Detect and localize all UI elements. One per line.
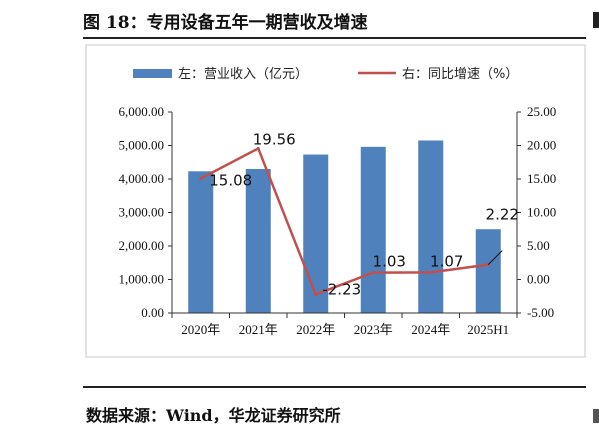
line-point-2 (314, 292, 318, 296)
x-tick-label-0: 2020年 (181, 322, 220, 337)
data-label-4: 1.07 (430, 252, 463, 270)
bar-series (188, 140, 501, 313)
edge-fragment-bottom (593, 409, 599, 423)
legend: 左：营业收入（亿元） 右：同比增速（%） (133, 67, 518, 82)
right-tick-label-5: 20.00 (527, 138, 556, 153)
data-label-2: -2.23 (322, 280, 361, 298)
bar-2 (303, 154, 329, 313)
line-point-0 (199, 176, 203, 180)
data-label-leader-5 (487, 250, 503, 265)
data-label-1: 19.56 (253, 130, 296, 148)
bar-4 (418, 140, 444, 313)
top-rule (83, 37, 586, 39)
left-tick-label-5: 5,000.00 (119, 138, 165, 153)
bar-3 (360, 146, 386, 313)
x-tick-label-2: 2022年 (296, 322, 335, 337)
growth-line (200, 147, 489, 296)
left-tick-label-0: 0.00 (141, 305, 164, 320)
axes: 0.00 1,000.00 2,000.00 3,000.00 4,000.00 5,00… (119, 104, 557, 337)
data-label-3: 1.03 (373, 253, 406, 271)
legend-label-bar: 左：营业收入（亿元） (178, 67, 308, 82)
edge-fragment (593, 12, 599, 28)
line-series (199, 146, 490, 296)
bar-0 (188, 171, 214, 313)
x-tick-label-4: 2024年 (411, 322, 450, 337)
left-tick-label-3: 3,000.00 (119, 205, 165, 220)
data-labels: 15.08 19.56 -2.23 1.03 1.07 2.22 (209, 130, 519, 298)
right-tick-label-2: 5.00 (527, 238, 550, 253)
bar-5 (475, 229, 501, 313)
x-tick-label-3: 2023年 (354, 322, 393, 337)
legend-label-line: 右：同比增速（%） (402, 67, 518, 82)
figure-title: 图 18：专用设备五年一期营收及增速 (83, 13, 368, 33)
legend-swatch-bar (133, 69, 172, 78)
right-tick-label-1: 0.00 (527, 272, 550, 287)
line-point-1 (256, 146, 260, 150)
bottom-rule (83, 386, 586, 388)
x-tick-label-1: 2021年 (239, 322, 278, 337)
right-tick-label-3: 10.00 (527, 205, 556, 220)
line-point-3 (371, 271, 375, 275)
source-note: 数据来源：Wind，华龙证券研究所 (86, 406, 341, 425)
chart-frame (85, 44, 586, 358)
data-label-5: 2.22 (486, 206, 519, 224)
left-tick-label-1: 1,000.00 (119, 272, 165, 287)
data-label-0: 15.08 (209, 171, 252, 189)
right-tick-label-4: 15.00 (527, 171, 556, 186)
right-tick-label-0: -5.00 (527, 305, 554, 320)
bar-1 (245, 168, 271, 313)
left-tick-label-6: 6,000.00 (119, 104, 165, 119)
x-tick-label-5: 2025H1 (467, 322, 509, 337)
left-tick-label-4: 4,000.00 (119, 171, 165, 186)
right-tick-label-6: 25.00 (527, 104, 556, 119)
left-tick-label-2: 2,000.00 (119, 238, 165, 253)
line-point-4 (429, 270, 433, 274)
